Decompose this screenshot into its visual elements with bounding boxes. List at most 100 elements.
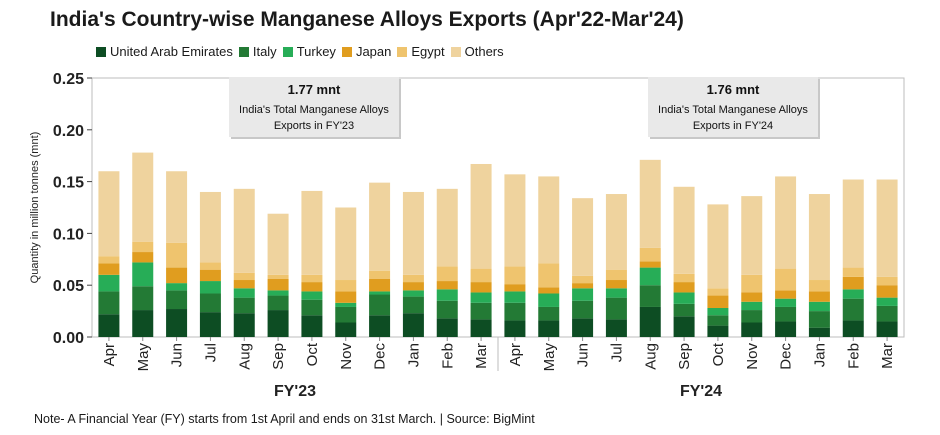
bar-italy-10 xyxy=(436,300,458,319)
bar-united-arab-emirates-20 xyxy=(775,321,797,337)
bar-turkey-15 xyxy=(605,288,627,298)
bar-egypt-15 xyxy=(605,269,627,281)
bar-others-11 xyxy=(470,163,492,269)
bar-egypt-17 xyxy=(673,273,695,283)
y-axis-label: Quantity in million tonnes (mnt) xyxy=(29,132,41,284)
bar-others-3 xyxy=(199,191,221,263)
bar-turkey-17 xyxy=(673,292,695,304)
bar-united-arab-emirates-17 xyxy=(673,316,695,337)
bar-japan-9 xyxy=(402,282,424,291)
bar-italy-20 xyxy=(775,306,797,322)
bar-egypt-16 xyxy=(639,247,661,262)
legend-label: Turkey xyxy=(296,44,336,59)
bar-others-10 xyxy=(436,188,458,267)
bar-italy-15 xyxy=(605,297,627,320)
x-tick-label: Aug xyxy=(236,343,253,370)
legend-item-turkey: Turkey xyxy=(282,44,336,59)
bar-italy-23 xyxy=(876,305,898,322)
bar-others-18 xyxy=(707,204,729,289)
bar-turkey-14 xyxy=(572,288,594,301)
bar-turkey-3 xyxy=(199,281,221,294)
x-tick-label: Mar xyxy=(473,343,490,369)
legend-swatch xyxy=(341,46,352,57)
annotation-label: India's Total Manganese Alloys Exports in… xyxy=(239,104,389,132)
bar-others-0 xyxy=(98,171,120,257)
legend-item-italy: Italy xyxy=(238,44,277,59)
bar-egypt-7 xyxy=(335,280,357,292)
legend-label: Egypt xyxy=(411,44,445,59)
bar-japan-0 xyxy=(98,263,120,275)
bar-united-arab-emirates-6 xyxy=(301,315,323,337)
x-tick-label: Aug xyxy=(642,343,659,370)
bar-united-arab-emirates-19 xyxy=(741,322,763,337)
annotation-value: 1.77 mnt xyxy=(288,82,341,97)
bar-italy-7 xyxy=(335,306,357,323)
bar-japan-13 xyxy=(538,287,560,294)
legend-swatch xyxy=(96,46,106,57)
bar-japan-7 xyxy=(335,291,357,303)
bar-italy-9 xyxy=(402,296,424,314)
bar-turkey-6 xyxy=(301,291,323,300)
y-tick-label: 0.10 xyxy=(53,226,84,243)
y-tick-label: 0.25 xyxy=(53,71,84,88)
bar-egypt-2 xyxy=(166,242,188,268)
bar-japan-18 xyxy=(707,295,729,308)
legend-label: Japan xyxy=(355,44,392,59)
bar-others-23 xyxy=(876,179,898,277)
bar-united-arab-emirates-8 xyxy=(369,315,391,337)
x-tick-label: Nov xyxy=(744,343,761,370)
bar-italy-3 xyxy=(199,293,221,313)
bar-italy-21 xyxy=(808,311,830,328)
bar-turkey-21 xyxy=(808,301,830,312)
bar-others-1 xyxy=(132,152,154,242)
annotation-box xyxy=(229,77,399,137)
bar-others-8 xyxy=(369,182,391,271)
bar-turkey-19 xyxy=(741,301,763,311)
bar-egypt-10 xyxy=(436,266,458,282)
bar-turkey-16 xyxy=(639,267,661,286)
bar-italy-0 xyxy=(98,291,120,315)
bar-italy-4 xyxy=(233,297,255,314)
x-tick-label: Feb xyxy=(439,343,456,369)
x-tick-label: Apr xyxy=(101,343,118,366)
y-tick-label: 0.05 xyxy=(53,278,84,295)
x-tick-label: Jun xyxy=(575,343,592,367)
bar-others-9 xyxy=(402,191,424,275)
bar-italy-5 xyxy=(267,295,289,311)
bar-united-arab-emirates-23 xyxy=(876,321,898,337)
bar-italy-8 xyxy=(369,294,391,316)
legend-label: Others xyxy=(464,44,504,59)
bar-egypt-21 xyxy=(808,280,830,292)
bar-egypt-11 xyxy=(470,268,492,283)
bar-turkey-23 xyxy=(876,297,898,306)
bar-others-22 xyxy=(842,179,864,268)
bar-others-7 xyxy=(335,207,357,281)
x-tick-label: May xyxy=(541,343,558,372)
bar-united-arab-emirates-11 xyxy=(470,319,492,337)
bar-japan-21 xyxy=(808,291,830,302)
bar-japan-6 xyxy=(301,282,323,292)
bar-united-arab-emirates-22 xyxy=(842,320,864,337)
bar-turkey-5 xyxy=(267,290,289,296)
bar-japan-23 xyxy=(876,285,898,298)
bar-japan-16 xyxy=(639,261,661,268)
bar-united-arab-emirates-10 xyxy=(436,318,458,337)
bar-turkey-9 xyxy=(402,290,424,297)
bar-egypt-5 xyxy=(267,274,289,279)
bar-united-arab-emirates-7 xyxy=(335,322,357,337)
bar-turkey-10 xyxy=(436,289,458,301)
bar-united-arab-emirates-0 xyxy=(98,314,120,337)
bar-egypt-1 xyxy=(132,241,154,253)
bar-others-19 xyxy=(741,196,763,275)
bar-japan-15 xyxy=(605,280,627,289)
x-tick-label: Dec xyxy=(778,343,795,370)
bar-italy-1 xyxy=(132,286,154,311)
bar-japan-4 xyxy=(233,280,255,289)
bar-turkey-13 xyxy=(538,293,560,307)
bar-japan-2 xyxy=(166,267,188,284)
x-tick-label: Apr xyxy=(507,343,524,366)
legend-item-japan: Japan xyxy=(341,44,392,59)
bar-egypt-18 xyxy=(707,288,729,296)
bar-egypt-19 xyxy=(741,274,763,293)
bar-italy-22 xyxy=(842,298,864,321)
